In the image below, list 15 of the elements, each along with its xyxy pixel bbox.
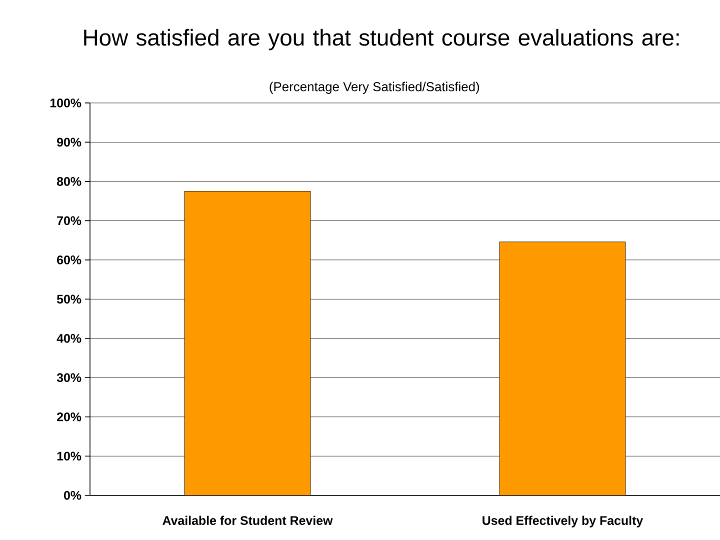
y-tick-label: 20% [57, 412, 82, 422]
y-tick-label: 70% [57, 216, 82, 226]
y-tick-label: 0% [64, 490, 82, 500]
y-tick-label: 50% [56, 294, 82, 304]
x-tick-label: Available for Student Review [162, 516, 333, 525]
chart-subtitle: (Percentage Very Satisfied/Satisfied) [270, 82, 480, 94]
chart-title: How satisfied are you that student course evaluations are: [84, 28, 679, 50]
x-tick-label: Used Effectively by Faculty [482, 516, 644, 528]
y-tick-label: 90% [57, 138, 82, 147]
y-tick-label: 80% [56, 177, 82, 186]
y-tick-label: 40% [56, 334, 82, 343]
y-tick-label: 100% [50, 98, 82, 108]
y-tick-label: 10% [57, 452, 82, 461]
y-tick-label: 30% [56, 373, 82, 382]
y-tick-label: 60% [57, 256, 82, 264]
